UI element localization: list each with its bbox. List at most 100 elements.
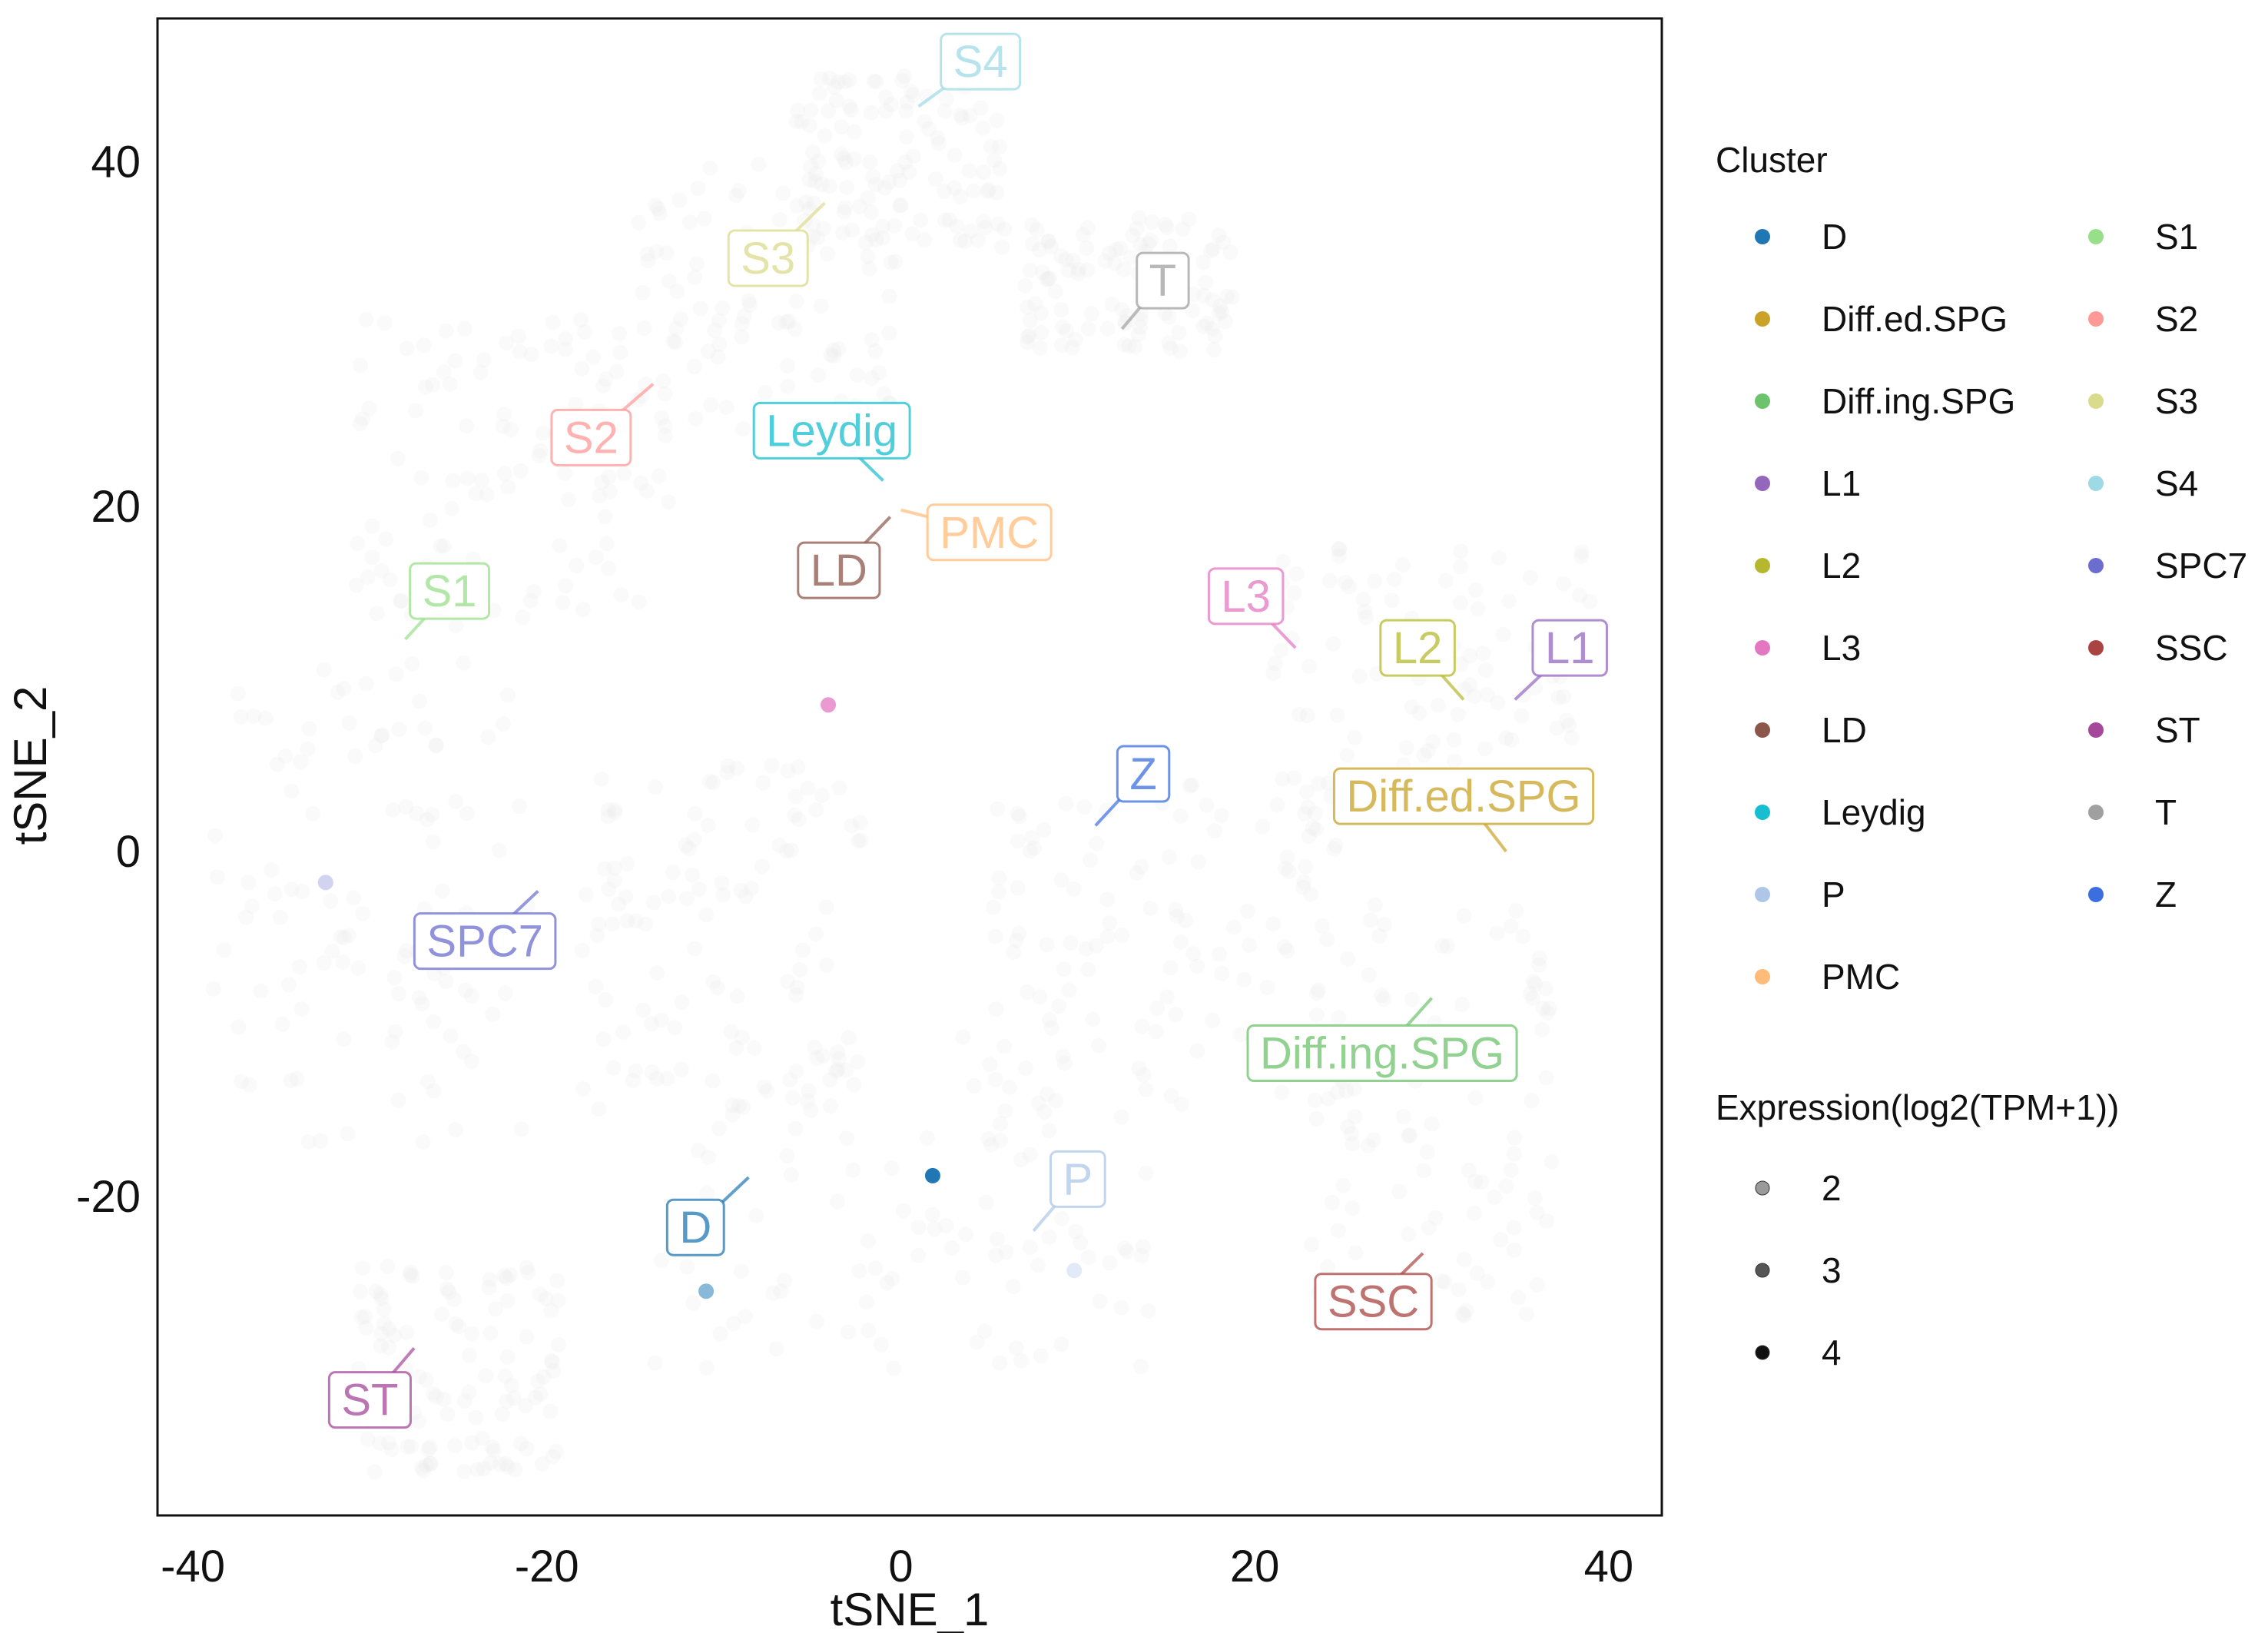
- background-cell: [828, 92, 844, 108]
- background-cell: [1331, 1010, 1347, 1026]
- background-cell: [1112, 241, 1129, 257]
- background-cell: [711, 313, 727, 329]
- background-cell: [1328, 838, 1344, 854]
- background-cell: [635, 1002, 652, 1018]
- background-cell: [424, 377, 440, 393]
- background-cell: [1259, 979, 1275, 995]
- background-cell: [385, 802, 401, 818]
- background-cell: [813, 71, 829, 87]
- background-cell: [456, 1463, 472, 1479]
- background-cell: [924, 1206, 940, 1223]
- background-cell: [823, 1098, 839, 1114]
- background-cell: [456, 320, 472, 337]
- background-cell: [1205, 1012, 1221, 1028]
- background-cell: [738, 888, 754, 904]
- background-cell: [830, 74, 846, 90]
- background-cell: [507, 1462, 523, 1478]
- background-cell: [776, 1273, 792, 1289]
- background-cell: [438, 1265, 454, 1281]
- background-cell: [606, 860, 622, 876]
- background-cell: [1036, 1104, 1053, 1120]
- background-cell: [1033, 305, 1049, 321]
- background-cell: [461, 1384, 477, 1400]
- background-cell: [1099, 320, 1116, 337]
- background-cell: [718, 400, 734, 416]
- cluster-legend-label: PMC: [1822, 957, 1900, 997]
- background-cell: [1189, 1043, 1205, 1059]
- background-cell: [712, 1326, 728, 1342]
- background-cell: [1129, 865, 1145, 881]
- background-cell: [1242, 937, 1258, 953]
- background-cell: [1132, 319, 1149, 335]
- background-cell: [558, 331, 574, 347]
- background-cell: [720, 758, 736, 774]
- background-cell: [456, 655, 472, 671]
- background-cell: [800, 780, 816, 796]
- background-cell: [709, 980, 725, 996]
- background-cell: [1140, 1303, 1156, 1319]
- background-cell: [1114, 301, 1130, 317]
- background-cell: [913, 212, 929, 228]
- background-cell: [549, 1273, 565, 1289]
- background-cell: [572, 311, 589, 327]
- y-axis-ticks: -20 0 20 40: [76, 137, 141, 1222]
- background-cell: [456, 1044, 472, 1060]
- background-cell: [523, 347, 539, 363]
- background-cell: [373, 728, 390, 744]
- background-cell: [612, 344, 628, 360]
- background-cell: [313, 1133, 329, 1149]
- background-cell: [585, 349, 602, 365]
- background-cell: [841, 1324, 857, 1340]
- background-cell: [346, 890, 362, 906]
- background-cell: [941, 212, 957, 228]
- background-cell: [821, 70, 837, 86]
- background-cell: [305, 805, 321, 821]
- background-cell: [1041, 270, 1057, 286]
- background-cell: [801, 1083, 817, 1099]
- background-cell: [426, 1014, 442, 1030]
- background-cell: [1398, 739, 1414, 755]
- background-cell: [1157, 217, 1173, 233]
- background-cell: [289, 1070, 305, 1087]
- background-cell: [1506, 1242, 1522, 1258]
- background-cell: [569, 557, 585, 573]
- background-cell: [834, 119, 850, 135]
- background-cell: [1527, 976, 1544, 992]
- cluster-legend-label: S3: [2155, 381, 2198, 421]
- background-cell: [1185, 287, 1202, 303]
- background-cell: [388, 666, 404, 682]
- background-cell: [863, 105, 879, 121]
- background-cell: [1064, 340, 1080, 356]
- background-cell: [1053, 872, 1069, 888]
- y-axis-title: tSNE_2: [5, 686, 56, 845]
- background-cell: [1275, 553, 1292, 569]
- background-cell: [1489, 924, 1505, 941]
- background-cell: [919, 88, 935, 105]
- background-cell: [1190, 854, 1206, 870]
- background-cell: [788, 987, 804, 1003]
- cluster-legend-key: [2088, 229, 2104, 244]
- background-cell: [635, 284, 651, 300]
- background-cell: [901, 164, 917, 180]
- background-cell: [795, 942, 811, 958]
- background-cell: [552, 537, 568, 553]
- background-cell: [1199, 797, 1215, 813]
- background-cell: [1079, 240, 1095, 256]
- background-cell: [1540, 1005, 1556, 1021]
- background-cell: [733, 882, 749, 898]
- background-cell: [990, 884, 1006, 900]
- background-cell: [937, 212, 953, 228]
- background-cell: [403, 1439, 419, 1455]
- background-cell: [990, 801, 1006, 817]
- cluster-label-box: [550, 408, 632, 466]
- background-cell: [1452, 559, 1468, 575]
- background-cell: [1113, 1109, 1129, 1125]
- background-cell: [715, 887, 731, 903]
- background-cell: [238, 909, 254, 925]
- background-cell: [1503, 918, 1519, 934]
- background-cell: [382, 572, 398, 588]
- background-cell: [648, 197, 664, 214]
- background-cell: [1217, 314, 1233, 330]
- background-cell: [873, 1336, 889, 1353]
- background-cell: [1394, 556, 1411, 573]
